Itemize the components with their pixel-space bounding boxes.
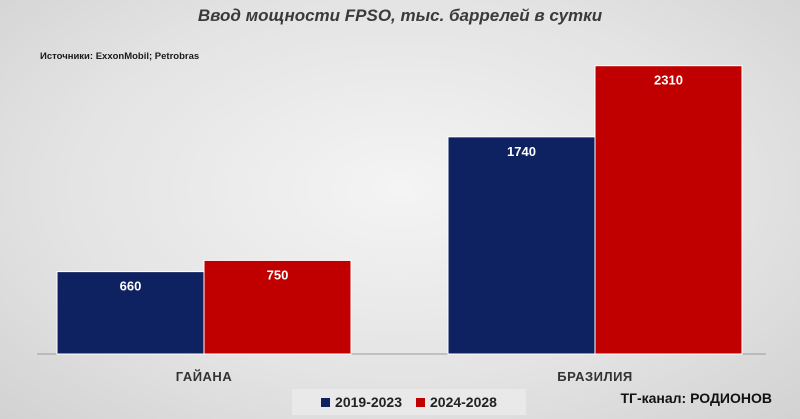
- legend-swatch-series-1: [321, 397, 331, 407]
- bar-2-1: [203, 259, 352, 355]
- legend-label-series-1: 2019-2023: [335, 394, 402, 410]
- source-note: Источники: ExxonMobil; Petrobras: [40, 51, 200, 62]
- bar-1-1: [56, 271, 205, 355]
- legend-label-series-2: 2024-2028: [430, 394, 497, 410]
- legend-swatch-series-2: [416, 397, 425, 407]
- data-label-1-1: 660: [120, 279, 142, 294]
- legend: 2019-2023 2024-2028: [292, 389, 526, 415]
- legend-item-series-1: 2019-2023: [321, 394, 402, 410]
- data-label-2-2: 2310: [654, 73, 683, 88]
- bar-1-2: [447, 136, 596, 355]
- legend-item-series-2: 2024-2028: [416, 394, 497, 410]
- category-label-1: ГАЙАНА: [176, 369, 233, 384]
- category-label-2: БРАЗИЛИЯ: [557, 369, 633, 384]
- chart-title: Ввод мощности FPSO, тыс. баррелей в сутк…: [197, 6, 603, 25]
- data-label-1-2: 1740: [507, 144, 536, 159]
- data-label-2-1: 750: [267, 267, 289, 282]
- channel-credit: ТГ-канал: РОДИОНОВ: [620, 390, 772, 406]
- bar-2-2: [594, 65, 743, 355]
